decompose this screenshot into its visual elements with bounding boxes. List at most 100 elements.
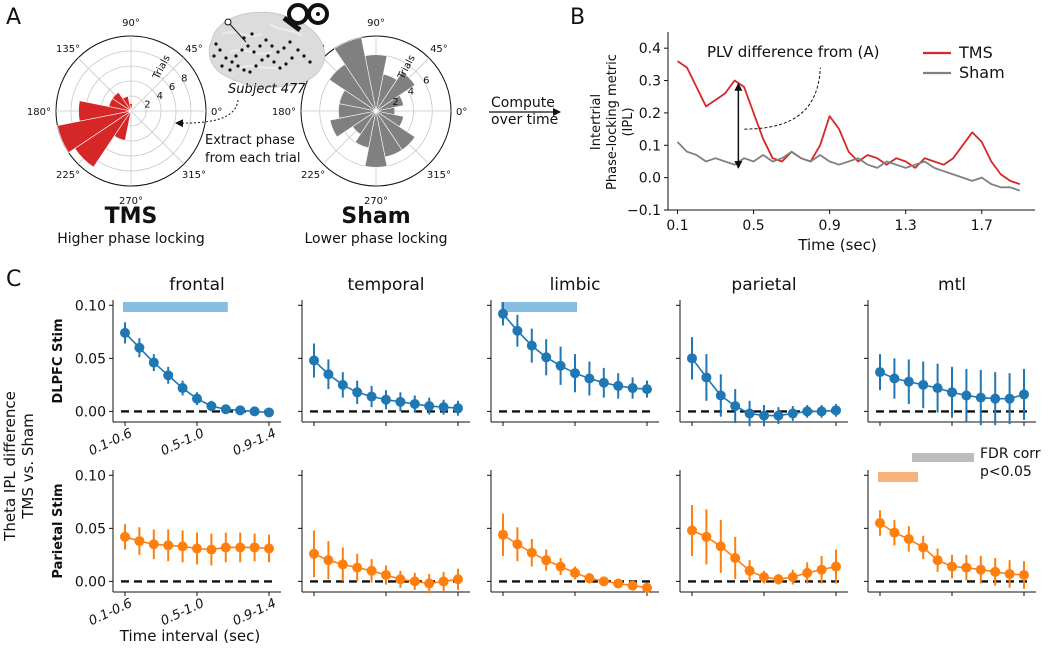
- row-label: Parietal Stim: [51, 483, 66, 578]
- subplot-parietal-limbic: [487, 470, 659, 596]
- data-point: [613, 578, 624, 589]
- data-point: [192, 393, 202, 404]
- electrode-dot: [272, 60, 276, 64]
- data-point: [627, 580, 638, 591]
- annotation-text: PLV difference from (A): [707, 43, 880, 61]
- data-point: [744, 565, 755, 576]
- data-point: [512, 325, 523, 336]
- column-title-temporal: temporal: [347, 275, 424, 295]
- data-point: [541, 352, 552, 363]
- data-point: [773, 410, 784, 421]
- sham-radial-tick: 4: [408, 86, 414, 97]
- electrode-dot: [264, 38, 268, 42]
- data-point: [235, 405, 246, 416]
- y-tick-label: 0.0: [639, 171, 661, 187]
- data-point: [309, 548, 319, 559]
- y-tick-label: 0.05: [75, 521, 106, 537]
- tms-angle-label: 45°: [185, 44, 203, 55]
- data-point: [715, 390, 726, 401]
- sham-bar: [329, 110, 377, 138]
- y-axis-label: Phase-locking metric: [605, 54, 620, 190]
- data-point: [744, 408, 755, 419]
- data-point: [249, 542, 260, 553]
- data-point: [961, 390, 972, 401]
- data-point: [309, 355, 319, 366]
- y-tick-label: 0.10: [75, 468, 106, 484]
- fdr-legend-line1: FDR corr: [980, 446, 1041, 462]
- data-point: [177, 383, 188, 394]
- panel-letter-a: A: [6, 5, 21, 30]
- data-point: [918, 379, 929, 390]
- electrode-dot: [308, 60, 312, 64]
- data-point: [889, 373, 900, 384]
- data-point: [816, 564, 827, 575]
- column-title-limbic: limbic: [550, 275, 601, 295]
- electrode-dot: [224, 56, 228, 60]
- data-point: [148, 539, 159, 550]
- data-point: [802, 567, 813, 578]
- significance-bar: [878, 472, 918, 482]
- electrode-dot: [258, 44, 262, 48]
- data-point: [323, 369, 334, 380]
- electrode-dot: [302, 54, 306, 58]
- electrode-dot: [296, 48, 300, 52]
- row-label: DLPFC Stim: [51, 318, 66, 403]
- x-axis-label: Time (sec): [797, 236, 876, 254]
- data-point: [120, 531, 130, 542]
- data-point: [584, 573, 595, 584]
- x-tick-label: 0.9-1.4: [231, 596, 279, 629]
- data-point: [249, 406, 260, 417]
- data-point: [337, 559, 348, 570]
- shared-x-label: Time interval (sec): [119, 627, 260, 645]
- tms-coil-icon: [282, 3, 329, 32]
- y-tick-label: 0.05: [75, 351, 106, 367]
- data-point: [1004, 393, 1015, 404]
- data-point: [627, 383, 638, 394]
- subplot-dlpfc-mtl: [864, 300, 1036, 426]
- data-point: [975, 392, 986, 403]
- sham-angle-label: 270°: [364, 196, 388, 207]
- data-point: [352, 387, 363, 398]
- data-point: [453, 574, 463, 585]
- electrode-dot: [260, 58, 264, 62]
- sham-bar: [333, 37, 377, 112]
- sham-bar: [364, 110, 388, 168]
- data-point: [541, 555, 552, 566]
- data-point: [613, 380, 624, 391]
- sham-bar: [375, 110, 404, 128]
- x-tick-label: 0.1-0.6: [87, 596, 135, 629]
- x-tick-label: 0.5-1.0: [159, 426, 207, 459]
- electrode-dot: [266, 54, 270, 58]
- data-point: [831, 561, 841, 572]
- data-point: [990, 566, 1001, 577]
- data-point: [438, 576, 449, 587]
- sham-angle-label: 225°: [301, 170, 325, 181]
- sham-bar: [375, 110, 416, 151]
- y-tick-label: 0.1: [639, 138, 661, 154]
- significance-bar: [123, 302, 228, 312]
- data-point: [395, 396, 406, 407]
- data-point: [1019, 570, 1029, 581]
- fdr-legend-line2: p<0.05: [980, 464, 1032, 480]
- errorbar-grid: frontal temporal limbic parietal mtl DLPFC St…: [1, 275, 1041, 645]
- significance-bar: [501, 302, 577, 312]
- extract-arrow: [175, 99, 239, 128]
- tms-trials-label: Trials: [151, 53, 173, 82]
- electrode-dot: [242, 68, 246, 72]
- data-point: [642, 384, 652, 395]
- sham-angle-label: 0°: [456, 107, 467, 118]
- legend-label-sham: Sham: [959, 63, 1005, 82]
- electrode-dot: [234, 54, 238, 58]
- extract-label-line1: Extract phase: [205, 133, 295, 148]
- data-point: [947, 561, 957, 572]
- electrode-dot: [240, 48, 244, 52]
- data-point: [148, 357, 159, 368]
- data-point: [264, 543, 274, 554]
- data-point: [903, 376, 914, 387]
- x-tick-label: 0.5-1.0: [159, 596, 207, 629]
- sham-title: Sham: [341, 204, 410, 229]
- data-point: [701, 531, 712, 542]
- data-point: [990, 393, 1001, 404]
- annotation-leader: [744, 67, 821, 130]
